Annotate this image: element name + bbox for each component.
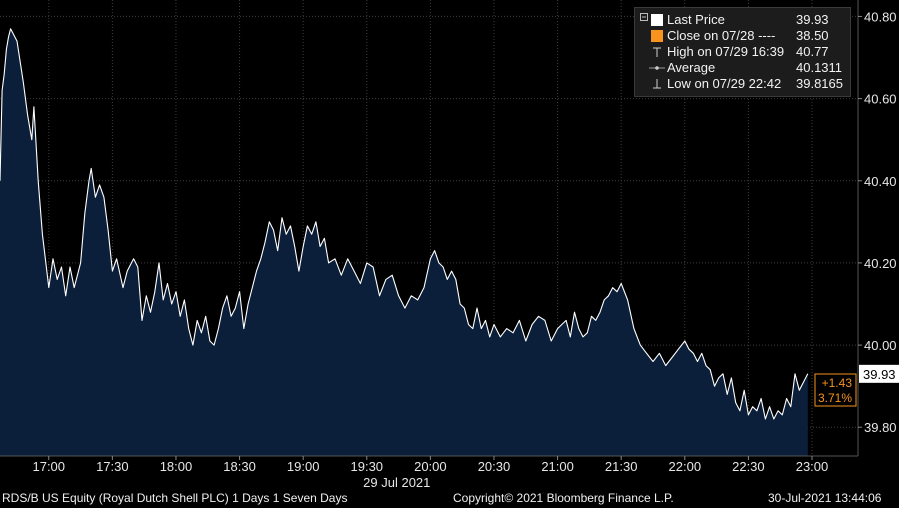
y-tick-label: 40.60 bbox=[864, 92, 897, 107]
legend-label: High on 07/29 16:39 bbox=[667, 44, 785, 59]
legend-value: 39.93 bbox=[796, 12, 829, 27]
x-tick-label: 21:00 bbox=[541, 459, 574, 474]
x-tick-label: 19:00 bbox=[287, 459, 320, 474]
legend-item-average[interactable]: Average 40.1311 bbox=[635, 60, 850, 76]
legend-label: Average bbox=[667, 60, 716, 75]
price-line bbox=[0, 28, 809, 420]
copyright-text: Copyright© 2021 Bloomberg Finance L.P. bbox=[453, 491, 674, 505]
y-tick-label: 40.20 bbox=[864, 256, 897, 271]
last-price-tag-label: 39.93 bbox=[863, 367, 896, 382]
y-tick-label: 40.00 bbox=[864, 338, 897, 353]
last-price-tag-box bbox=[859, 364, 899, 383]
y-tick-label: 40.80 bbox=[864, 9, 897, 24]
white-square-icon bbox=[651, 14, 663, 26]
legend-item-high[interactable]: High on 07/29 16:39 40.77 bbox=[635, 44, 850, 60]
change-percent-label: 3.71% bbox=[818, 391, 852, 405]
price-area-layer bbox=[0, 28, 809, 457]
price-area-fill bbox=[0, 28, 808, 457]
x-tick-label: 18:00 bbox=[160, 459, 193, 474]
orange-square-icon bbox=[651, 30, 663, 42]
x-tick-label: 23:00 bbox=[796, 459, 829, 474]
high-marker-icon bbox=[653, 47, 661, 57]
x-tick-label: 22:00 bbox=[669, 459, 702, 474]
legend-collapse-icon[interactable] bbox=[640, 13, 648, 21]
x-tick-label: 20:30 bbox=[478, 459, 511, 474]
date-label: 29 Jul 2021 bbox=[363, 475, 430, 490]
y-tick-label: 39.80 bbox=[864, 420, 897, 435]
x-axis: 17:00 17:30 18:00 18:30 19:00 19:30 20:00 20:30… bbox=[0, 455, 858, 490]
legend-label: Last Price bbox=[667, 12, 725, 27]
legend-item-last-price[interactable]: Last Price 39.93 bbox=[635, 12, 850, 28]
x-tick-label: 17:00 bbox=[32, 459, 65, 474]
low-marker-icon bbox=[653, 79, 661, 89]
y-tick-label: 40.40 bbox=[864, 174, 897, 189]
legend-panel[interactable]: Last Price 39.93 Close on 07/28 ---- 38.… bbox=[634, 7, 851, 97]
legend-item-low[interactable]: Low on 07/29 22:42 39.8165 bbox=[635, 76, 850, 92]
price-markers: 39.93 +1.433.71% bbox=[814, 364, 899, 407]
x-tick-label: 19:30 bbox=[351, 459, 384, 474]
x-tick-label: 17:30 bbox=[96, 459, 129, 474]
average-line-icon bbox=[649, 66, 665, 70]
change-box bbox=[814, 373, 857, 407]
x-tick-label: 22:30 bbox=[732, 459, 765, 474]
legend-value: 38.50 bbox=[796, 28, 829, 43]
legend-item-close[interactable]: Close on 07/28 ---- 38.50 bbox=[635, 28, 850, 44]
x-tick-label: 21:30 bbox=[605, 459, 638, 474]
legend-label: Close on 07/28 ---- bbox=[667, 28, 776, 43]
grid-lines bbox=[0, 0, 858, 456]
timestamp-text: 30-Jul-2021 13:44:06 bbox=[768, 491, 882, 505]
x-tick-label: 18:30 bbox=[223, 459, 256, 474]
y-axis: 39.80 40.00 40.20 40.40 40.60 40.80 bbox=[857, 0, 897, 456]
security-description: RDS/B US Equity (Royal Dutch Shell PLC) … bbox=[2, 491, 348, 505]
legend-value: 40.77 bbox=[796, 44, 829, 59]
change-value-label: +1.43 bbox=[822, 376, 853, 390]
legend-value: 39.8165 bbox=[796, 76, 843, 91]
x-tick-label: 20:00 bbox=[414, 459, 447, 474]
legend-value: 40.1311 bbox=[796, 60, 843, 75]
legend-label: Low on 07/29 22:42 bbox=[667, 76, 782, 91]
